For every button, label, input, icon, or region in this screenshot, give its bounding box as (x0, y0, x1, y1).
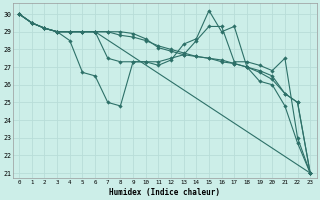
X-axis label: Humidex (Indice chaleur): Humidex (Indice chaleur) (109, 188, 220, 197)
